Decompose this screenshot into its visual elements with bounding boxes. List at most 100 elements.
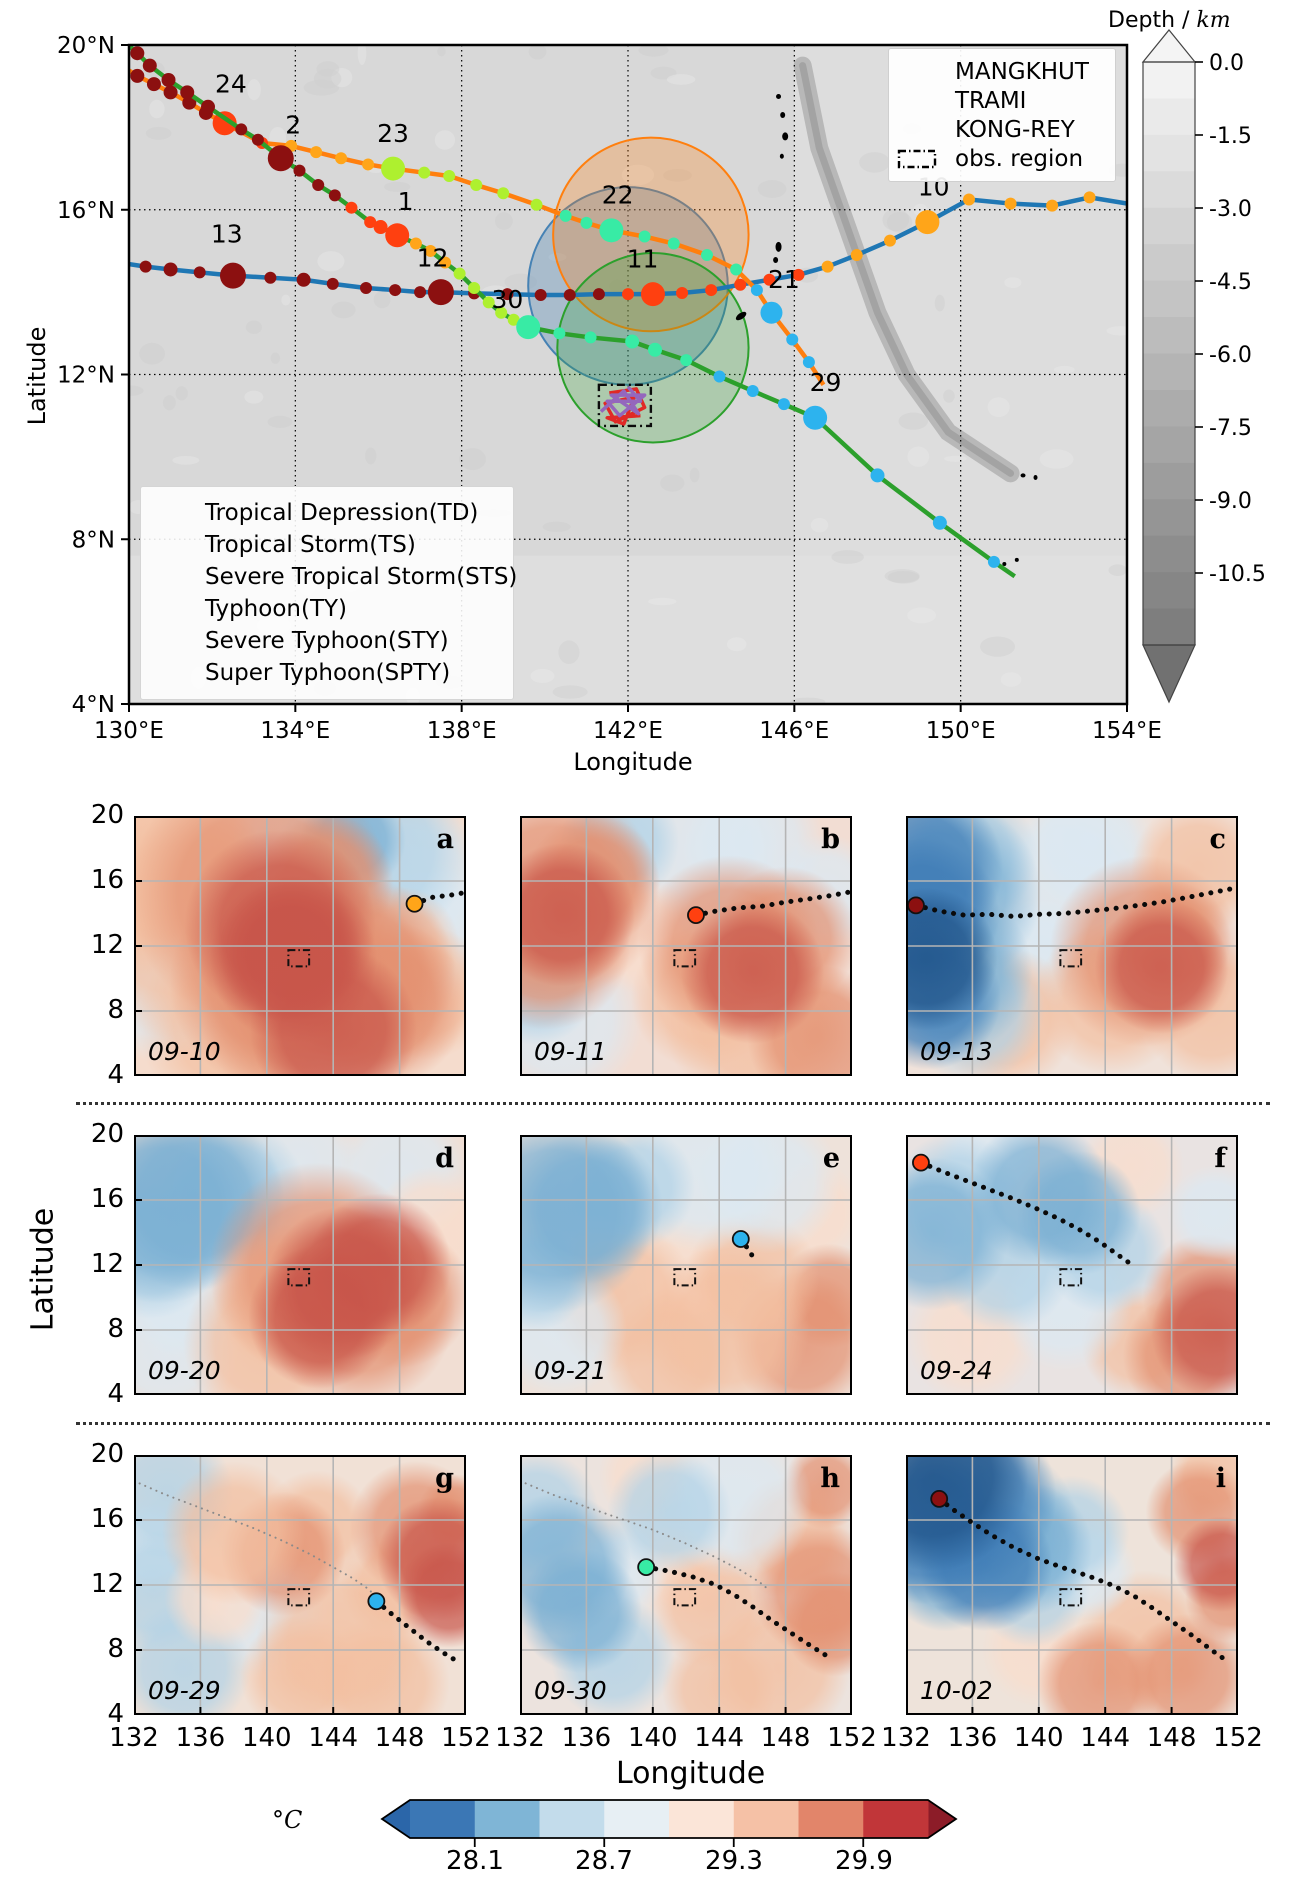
sst-panel-c: c 09-13 [906, 816, 1238, 1076]
map-lat-tick: 16°N [57, 198, 115, 224]
storm-position-dot [883, 234, 896, 247]
grid-y-tick: 12 [90, 930, 124, 960]
grid-x-tick: 144 [308, 1723, 358, 1753]
storm-position-dot [534, 289, 547, 302]
grid-x-tick: 148 [760, 1723, 811, 1753]
storm-position-dot [235, 123, 248, 136]
ts-dot-icon [167, 537, 183, 553]
spty-dot-icon [167, 665, 183, 681]
obs-region-box [673, 1588, 697, 1607]
category-label: Typhoon(TY) [205, 596, 348, 622]
storm-position-dot [734, 278, 747, 291]
storm-position-dot [201, 99, 216, 114]
depth-tick-label: -10.5 [1209, 562, 1266, 587]
storm-position-dot [648, 342, 663, 357]
storm-position-dot [1046, 199, 1059, 212]
storm-position-dot [676, 286, 689, 299]
depth-title-unit: km [1196, 8, 1231, 33]
day-label: 11 [627, 244, 659, 273]
typhoon-track-dotted [373, 1598, 459, 1664]
grid-ylabel: Latitude [25, 1207, 61, 1332]
category-row-sts: Severe Tropical Storm(STS) [149, 561, 517, 593]
storm-position-dot [750, 284, 763, 297]
storm-position-dot [530, 198, 543, 211]
category-row-td: Tropical Depression(TD) [149, 497, 505, 529]
sst-panel-a: a 09-10 [134, 816, 466, 1076]
depth-colorbar-bar: 0.0 -1.5 -3.0 -4.5 -6.0 -7.5 -9.0 -10.5 [1141, 29, 1266, 704]
storm-position-dot [516, 315, 541, 340]
panel-date: 09-13 [920, 1037, 993, 1066]
grid-x-tick: 136 [561, 1723, 612, 1753]
row-separator [76, 1102, 1270, 1105]
storm-position-dot [373, 220, 388, 235]
storm-position-dot [850, 249, 863, 262]
storm-position-dot [915, 210, 940, 235]
storm-position-dot [364, 216, 377, 229]
storm-position-dot [424, 244, 437, 257]
storm-position-dot [584, 331, 597, 344]
temp-tick-label: 29.3 [705, 1846, 763, 1876]
storm-position-dot [385, 223, 410, 248]
sst-panel-overlay [134, 1135, 466, 1395]
storm-position-dot [335, 152, 348, 165]
map-lat-tick: 12°N [57, 363, 115, 389]
temp-tick-label: 29.9 [835, 1846, 893, 1876]
trami-line-swatch [897, 99, 943, 103]
sst-panel-f: f 09-24 [906, 1135, 1238, 1395]
grid-x-tick: 132 [495, 1723, 545, 1753]
storm-position-dot [427, 279, 454, 306]
storm-position-dot [563, 289, 576, 302]
legend-row-trami: TRAMI [897, 86, 1105, 115]
panel-date: 09-21 [534, 1356, 607, 1385]
previous-typhoon-track [520, 1480, 770, 1591]
obs-region-box [287, 1588, 311, 1607]
obs-region-box [1059, 1268, 1083, 1287]
depth-tick-label: -9.0 [1209, 489, 1252, 514]
storm-category-legend: Tropical Depression(TD) Tropical Storm(T… [140, 486, 517, 700]
grid-y-tick: 8 [107, 1634, 124, 1664]
panel-letter: b [821, 824, 840, 855]
obs-region-box [673, 949, 697, 968]
storm-position-dot [163, 85, 178, 100]
sst-panel-overlay [520, 1135, 852, 1395]
storm-position-dot [251, 133, 264, 146]
legend-row-mangkhut: MANGKHUT [897, 57, 1105, 86]
obs-region-box [673, 1268, 697, 1287]
sty-dot-icon [167, 633, 183, 649]
grid-x-tick: 132 [881, 1723, 931, 1753]
storm-position-dot [130, 46, 145, 61]
obs-region-box [1059, 949, 1083, 968]
day-label: 22 [602, 181, 634, 210]
grid-x-tick: 140 [1013, 1723, 1064, 1753]
storm-position-dot [786, 333, 799, 346]
storm-position-dot [803, 405, 828, 430]
storm-position-dot [139, 260, 152, 273]
storm-position-dot [962, 193, 975, 206]
storm-position-dot [599, 218, 624, 243]
panel-letter: d [435, 1143, 454, 1174]
map-lon-tick: 154°E [1092, 718, 1162, 744]
storm-position-dot [146, 77, 161, 92]
depth-colorbar-title: Depth / km [1108, 8, 1298, 33]
legend-label: KONG-REY [955, 116, 1075, 143]
storm-position-dot [495, 306, 508, 319]
grid-y-tick: 4 [107, 1379, 124, 1409]
grid-y-tick: 8 [107, 995, 124, 1025]
temp-tick-label: 28.1 [446, 1846, 504, 1876]
storm-position-dot [360, 282, 373, 295]
storm-position-dot [161, 73, 176, 88]
panel-letter: h [820, 1463, 840, 1494]
day-label: 2 [285, 111, 301, 140]
day-label: 13 [211, 220, 243, 249]
storm-position-dot [763, 273, 776, 286]
storm-position-dot [267, 145, 294, 172]
grid-y-tick: 12 [90, 1249, 124, 1279]
storm-position-dot [731, 1230, 750, 1248]
map-lon-tick: 138°E [427, 718, 497, 744]
grid-x-tick: 148 [374, 1723, 425, 1753]
storm-position-dot [559, 209, 572, 222]
sst-panel-d: d 09-20 [134, 1135, 466, 1395]
legend-label: obs. region [955, 145, 1084, 172]
storm-position-dot [907, 896, 925, 915]
